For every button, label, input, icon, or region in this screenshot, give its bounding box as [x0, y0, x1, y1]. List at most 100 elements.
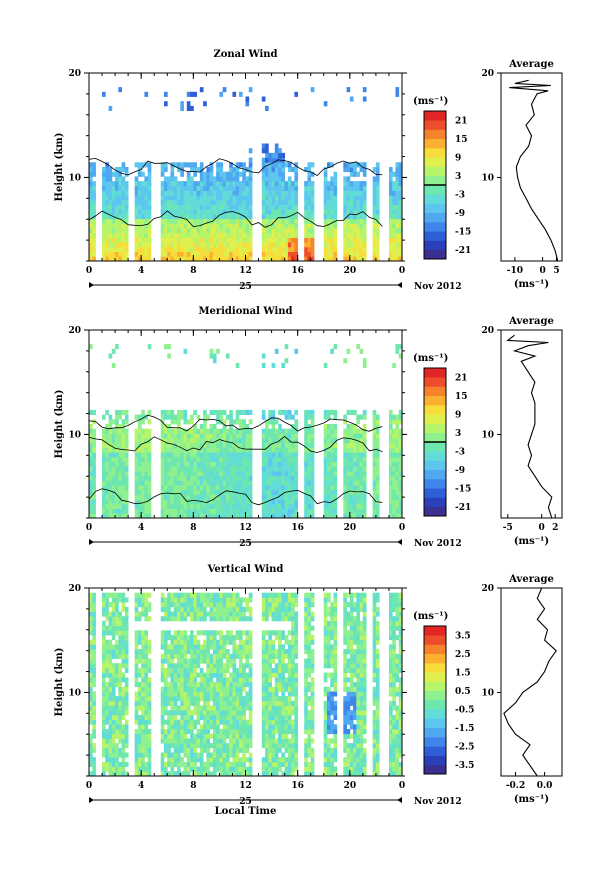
colorbar-unit: (ms⁻¹): [413, 611, 448, 622]
x-tick-label: 8: [190, 266, 196, 276]
colorbar-unit: (ms⁻¹): [413, 96, 448, 107]
colorbar-tick-label: 0.5: [455, 687, 471, 697]
profile-x-tick-label: 2: [552, 523, 558, 533]
colorbar-tick-label: -9: [455, 209, 465, 219]
zero-contour: [88, 157, 383, 176]
x-axis: 0 4 8 12 16 20 0: [86, 73, 405, 276]
profile-line: [506, 334, 553, 519]
profile-y-tick-label: 10: [481, 430, 494, 440]
average-profile: Average 20 10 -0.2 0.0 (ms⁻¹): [481, 574, 563, 805]
y-tick-label: 10: [68, 688, 81, 698]
colorbar-tick-label: 21: [455, 373, 468, 383]
x-tick-label: 4: [138, 266, 144, 276]
date-bar-arrow-left: [89, 797, 94, 803]
date-bar-arrow-right: [397, 539, 402, 545]
heatmap-cells: [89, 592, 403, 777]
average-profile: Average 20 10 -5 0 2(ms⁻¹): [481, 316, 563, 547]
profile-title: Average: [508, 316, 554, 327]
average-profile: Average 20 10 -10 0 5 (ms⁻¹): [481, 59, 563, 290]
profile-title: Average: [508, 59, 554, 70]
colorbar-frame: [423, 625, 447, 775]
colorbar: (ms⁻¹) 3.5 2.5 1.5 0.5 -0.5 -1.5 -2.5 -3.5: [413, 611, 474, 775]
x-axis: 0 4 8 12 16 20 0: [86, 588, 405, 791]
colorbar-tick-label: 21: [455, 116, 468, 126]
colorbar-tick-label: -1.5: [455, 724, 474, 734]
colorbar-unit: (ms⁻¹): [413, 353, 448, 364]
profile-frame: [500, 329, 563, 519]
y-tick-label: 20: [68, 69, 81, 79]
profile-y-tick-label: 20: [481, 69, 494, 79]
colorbar-tick-label: -3.5: [455, 761, 474, 771]
profile-x-tick-label: -5: [503, 523, 513, 533]
y-axis-label: Height (km): [54, 648, 65, 717]
x-axis-label: Local Time: [215, 806, 277, 817]
x-tick-label: 12: [239, 266, 252, 276]
colorbar-tick-label: -15: [455, 227, 471, 237]
date-bar-arrow-right: [397, 282, 402, 288]
colorbar-tick-label: -9: [455, 466, 465, 476]
colorbar-tick-label: -21: [455, 246, 471, 256]
colorbar-tick-label: 3: [455, 429, 461, 439]
colorbar-tick-label: -0.5: [455, 705, 474, 715]
y-axis-label: Height (km): [54, 390, 65, 459]
x-tick-label: 0: [399, 523, 405, 533]
x-axis: 0 4 8 12 16 20 0: [86, 330, 405, 533]
x-tick-label: 20: [344, 523, 357, 533]
profile-x-label: (ms⁻¹): [514, 279, 549, 290]
colorbar-tick-label: 2.5: [455, 650, 471, 660]
colorbar-tick-label: 9: [455, 410, 461, 420]
profile-frame: [500, 72, 563, 262]
x-tick-label: 12: [239, 781, 252, 791]
y-tick-label: 10: [68, 173, 81, 183]
profile-frame: [500, 587, 563, 777]
month-label: Nov 2012: [414, 539, 462, 549]
profile-y-tick-label: 20: [481, 326, 494, 336]
zero-contour: [88, 210, 383, 228]
x-tick-label: 20: [344, 781, 357, 791]
zero-contour: [88, 488, 383, 506]
colorbar-tick-label: 1.5: [455, 668, 471, 678]
y-axis-label: Height (km): [54, 133, 65, 202]
colorbar: (ms⁻¹) 21 15 9 3 -3 -9 -15 -21: [413, 353, 471, 517]
profile-x-tick-label: 0: [539, 266, 545, 276]
x-tick-label: 0: [86, 266, 92, 276]
profile-line: [509, 79, 559, 262]
panel-title: Meridional Wind: [198, 306, 292, 317]
colorbar-tick-label: 9: [455, 153, 461, 163]
x-tick-label: 0: [399, 781, 405, 791]
y-tick-label: 20: [68, 584, 81, 594]
profile-y-tick-label: 10: [481, 688, 494, 698]
month-label: Nov 2012: [414, 282, 462, 292]
y-tick-label: 10: [68, 430, 81, 440]
colorbar-tick-label: -2.5: [455, 742, 474, 752]
x-tick-label: 12: [239, 523, 252, 533]
x-tick-label: 16: [291, 781, 304, 791]
date-bar-arrow-left: [89, 539, 94, 545]
month-label: Nov 2012: [414, 797, 462, 807]
colorbar-tick-label: 15: [455, 135, 468, 145]
y-tick-label: 20: [68, 326, 81, 336]
colorbar-tick-label: -3: [455, 447, 465, 457]
profile-y-tick-label: 20: [481, 584, 494, 594]
colorbar-tick-label: 3.5: [455, 631, 471, 641]
panel-title: Vertical Wind: [207, 564, 284, 575]
profile-x-tick-label: -10: [507, 266, 523, 276]
heatmap-cells: [89, 344, 403, 519]
date-label: 25: [239, 797, 252, 807]
colorbar-tick-label: -3: [455, 190, 465, 200]
profile-x-tick-label: 5: [553, 266, 559, 276]
x-tick-label: 4: [138, 781, 144, 791]
x-tick-label: 8: [190, 523, 196, 533]
date-label: 25: [239, 282, 252, 292]
colorbar-tick-label: 15: [455, 392, 468, 402]
x-tick-label: 16: [291, 266, 304, 276]
date-label: 25: [239, 539, 252, 549]
colorbar-tick-label: 3: [455, 172, 461, 182]
zero-contour: [88, 414, 383, 432]
heatmap-cells: [89, 87, 403, 262]
